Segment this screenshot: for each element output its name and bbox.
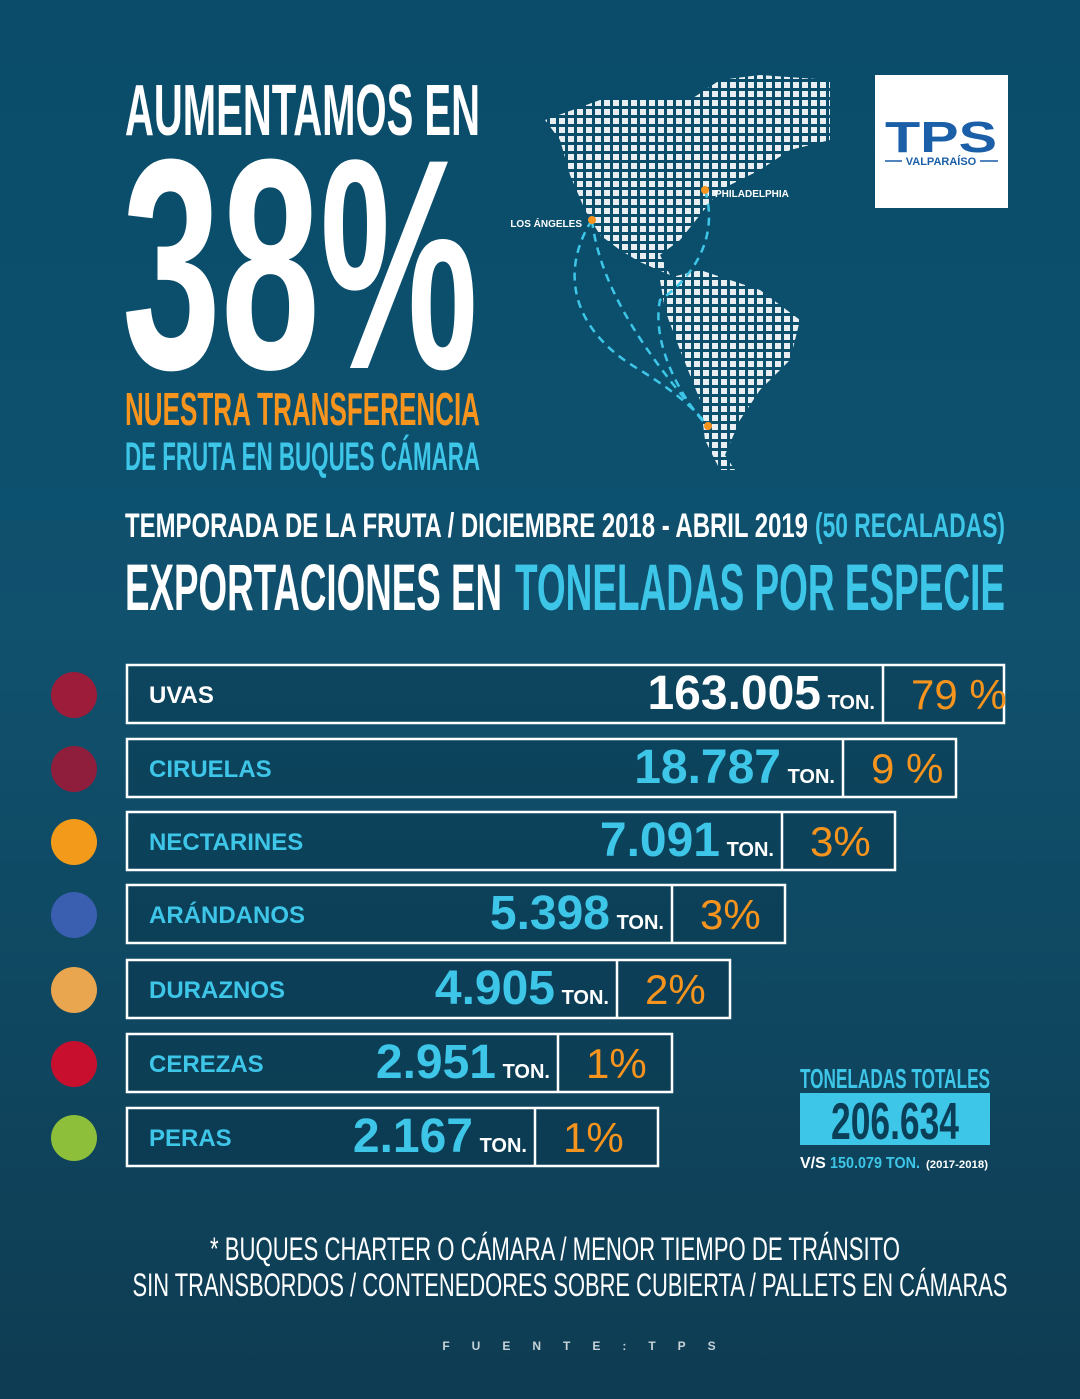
logo-city: VALPARAÍSO: [906, 155, 977, 168]
totals-box: [800, 1093, 990, 1145]
south-america: [660, 270, 800, 470]
route: [657, 189, 711, 427]
row-name: PERAS: [149, 1125, 232, 1152]
row-box: [125, 810, 897, 872]
source: FUENTE:TPS: [442, 1339, 737, 1353]
headline-line1: AUMENTAMOS EN: [125, 71, 480, 151]
row-name: ARÁNDANOS: [149, 901, 305, 929]
row-share: 3%: [810, 818, 871, 865]
headline-line2: NUESTRA TRANSFERENCIA: [125, 383, 480, 435]
season-calls: (50 RECALADAS): [815, 507, 1005, 545]
row-unit: TON.: [788, 766, 835, 788]
map-label: PHILADELPHIA: [715, 189, 789, 200]
logo-box: [875, 75, 1008, 208]
port-dot: [701, 186, 709, 194]
row-box: [125, 737, 958, 799]
north-america: [545, 75, 830, 275]
totals-label: TONELADAS TOTALES: [800, 1063, 990, 1094]
section-title: EXPORTACIONES EN: [125, 550, 502, 624]
map-label: LOS ÁNGELES: [510, 217, 582, 230]
logo: TPS VALPARAÍSO: [875, 75, 1008, 208]
row-name: CEREZAS: [149, 1051, 264, 1078]
note: SIN TRANSBORDOS / CONTENEDORES SOBRE CUB…: [133, 1267, 1008, 1303]
section-highlight: TONELADAS POR ESPECIE: [515, 550, 1005, 624]
fruit-icon: [51, 672, 97, 718]
port-dot: [704, 422, 712, 430]
fruit-icon: [51, 819, 97, 865]
totals-period: (2017-2018): [926, 1159, 988, 1171]
totals-vs: V/S: [800, 1155, 826, 1172]
row-tons: 4.905: [435, 962, 555, 1015]
row-unit: TON.: [480, 1135, 527, 1157]
row-name: UVAS: [149, 682, 214, 709]
row-share: 79 %: [911, 671, 1007, 718]
row-share: 1%: [563, 1114, 624, 1161]
row-box: [125, 663, 1006, 725]
row-share: 1%: [586, 1040, 647, 1087]
logo-name: TPS: [885, 113, 997, 162]
row-tons: 7.091: [600, 814, 720, 867]
totals-previous: 150.079 TON.: [830, 1155, 920, 1172]
totals-value: 206.634: [831, 1093, 959, 1151]
row-name: NECTARINES: [149, 829, 303, 856]
note: * BUQUES CHARTER O CÁMARA / MENOR TIEMPO…: [210, 1231, 900, 1267]
totals: TONELADAS TOTALES 206.634 V/S 150.079 TO…: [800, 1063, 990, 1172]
row-unit: TON.: [617, 912, 664, 934]
row-unit: TON.: [727, 839, 774, 861]
row-name: DURAZNOS: [149, 977, 285, 1004]
row-tons: 5.398: [490, 887, 610, 940]
headline-line3: DE FRUTA EN BUQUES CÁMARA: [125, 434, 480, 479]
fruit-icon: [51, 892, 97, 938]
row-box: [125, 1032, 674, 1094]
fruit-icon: [51, 967, 97, 1013]
row-tons: 2.951: [376, 1036, 496, 1089]
route: [590, 219, 709, 427]
port-dot: [588, 216, 596, 224]
row-tons: 18.787: [634, 741, 781, 794]
row-tons: 163.005: [647, 667, 821, 720]
rows: UVAS TON. 163.005 79 % CIRUELAS TON. 18.787 9 %…: [51, 663, 1007, 1168]
headline-big: 38%: [122, 96, 478, 432]
row-box: [125, 883, 787, 945]
row-share: 3%: [700, 891, 761, 938]
row-box: [125, 958, 732, 1020]
row-unit: TON.: [828, 692, 875, 714]
row-tons: 2.167: [353, 1110, 473, 1163]
map: PHILADELPHIA LOS ÁNGELES: [510, 75, 830, 470]
fruit-icon: [51, 1115, 97, 1161]
fruit-icon: [51, 746, 97, 792]
fruit-icon: [51, 1041, 97, 1087]
row-share: 9 %: [871, 745, 943, 792]
row-name: CIRUELAS: [149, 756, 272, 783]
row-box: [125, 1106, 660, 1168]
row-share: 2%: [645, 966, 706, 1013]
row-unit: TON.: [562, 987, 609, 1009]
season: TEMPORADA DE LA FRUTA / DICIEMBRE 2018 -…: [125, 507, 808, 545]
row-unit: TON.: [503, 1061, 550, 1083]
